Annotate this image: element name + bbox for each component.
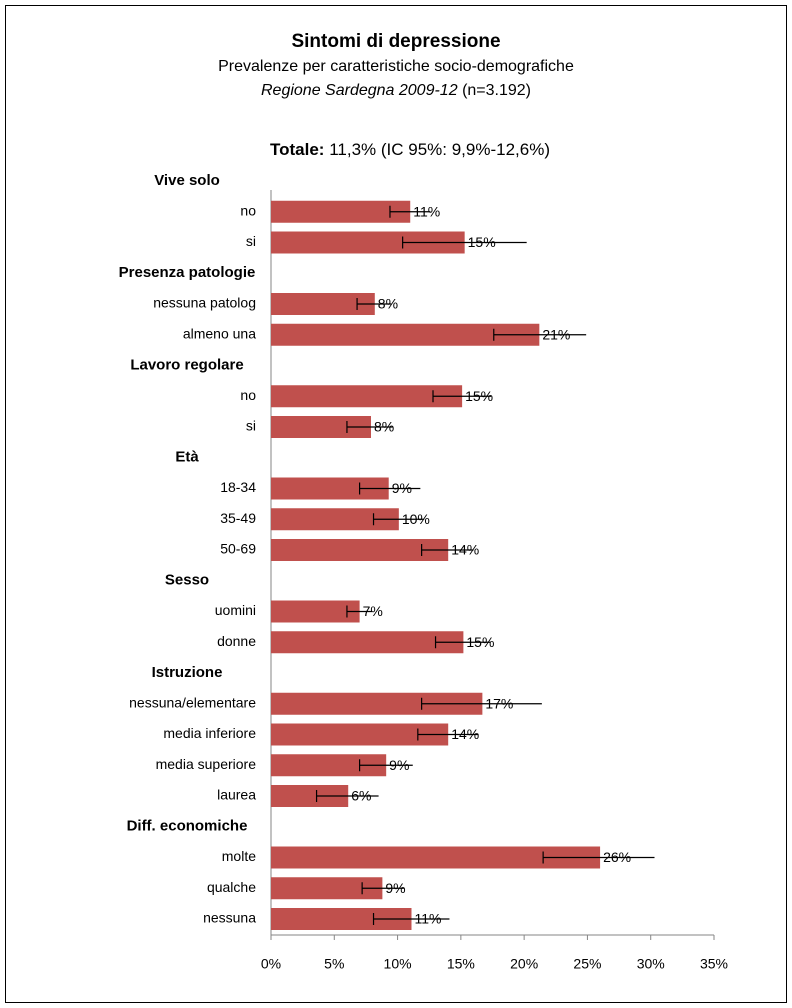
category-label: 18-34 — [220, 479, 256, 495]
x-tick-label: 15% — [447, 956, 475, 972]
category-label: nessuna patolog — [153, 295, 256, 311]
value-label: 7% — [363, 603, 383, 619]
group-label: Presenza patologie — [119, 264, 256, 281]
group-label: Lavoro regolare — [130, 356, 243, 373]
bar — [271, 293, 375, 315]
bar — [271, 631, 464, 654]
bar — [271, 692, 483, 715]
group-label: Diff. economiche — [127, 818, 248, 835]
bar — [271, 416, 371, 438]
group-label: Sesso — [165, 572, 209, 589]
category-label: laurea — [217, 787, 256, 803]
bar — [271, 754, 387, 777]
chart-subtitle-2: Regione Sardegna 2009-12 (n=3.192) — [261, 82, 531, 99]
category-label: nessuna — [203, 910, 256, 926]
x-tick-label: 10% — [384, 956, 412, 972]
category-label: si — [246, 418, 256, 434]
bar — [271, 231, 465, 254]
region: Regione Sardegna 2009-12 — [261, 82, 458, 99]
category-label: media superiore — [156, 756, 257, 772]
total-label: Totale: — [270, 140, 324, 159]
chart-border — [5, 5, 787, 1003]
group-label: Vive solo — [154, 172, 220, 189]
x-tick-label: 30% — [637, 956, 665, 972]
bar — [271, 508, 399, 531]
category-label: media inferiore — [163, 725, 256, 741]
total-text: 11,3% (IC 95%: 9,9%-12,6%) — [329, 140, 550, 159]
sample: (n=3.192) — [462, 82, 531, 99]
category-label: 35-49 — [220, 510, 256, 526]
category-label: donne — [217, 633, 256, 649]
group-label: Istruzione — [152, 664, 223, 681]
category-label: almeno una — [183, 325, 256, 341]
category-label: uomini — [215, 602, 256, 618]
category-label: qualche — [207, 879, 256, 895]
category-label: molte — [222, 848, 256, 864]
bar — [271, 385, 463, 408]
bar — [271, 785, 349, 807]
x-tick-label: 20% — [510, 956, 538, 972]
bar — [271, 539, 449, 561]
group-label: Età — [175, 449, 199, 466]
chart-title: Sintomi di depressione — [291, 31, 500, 52]
category-label: 50-69 — [220, 541, 256, 557]
bar — [271, 600, 360, 623]
bar — [271, 200, 411, 223]
x-tick-label: 0% — [261, 956, 281, 972]
bar — [271, 323, 540, 346]
x-tick-label: 25% — [573, 956, 601, 972]
x-tick-label: 5% — [324, 956, 344, 972]
category-label: no — [240, 387, 256, 403]
bar — [271, 877, 383, 900]
category-label: nessuna/elementare — [129, 694, 256, 710]
bar — [271, 723, 449, 746]
chart-subtitle: Prevalenze per caratteristiche socio-dem… — [218, 58, 574, 75]
bar — [271, 908, 412, 930]
bar — [271, 846, 601, 869]
x-tick-label: 35% — [700, 956, 728, 972]
total-line: Totale: 11,3% (IC 95%: 9,9%-12,6%) — [270, 140, 550, 159]
category-label: no — [240, 202, 256, 218]
category-label: si — [246, 233, 256, 249]
